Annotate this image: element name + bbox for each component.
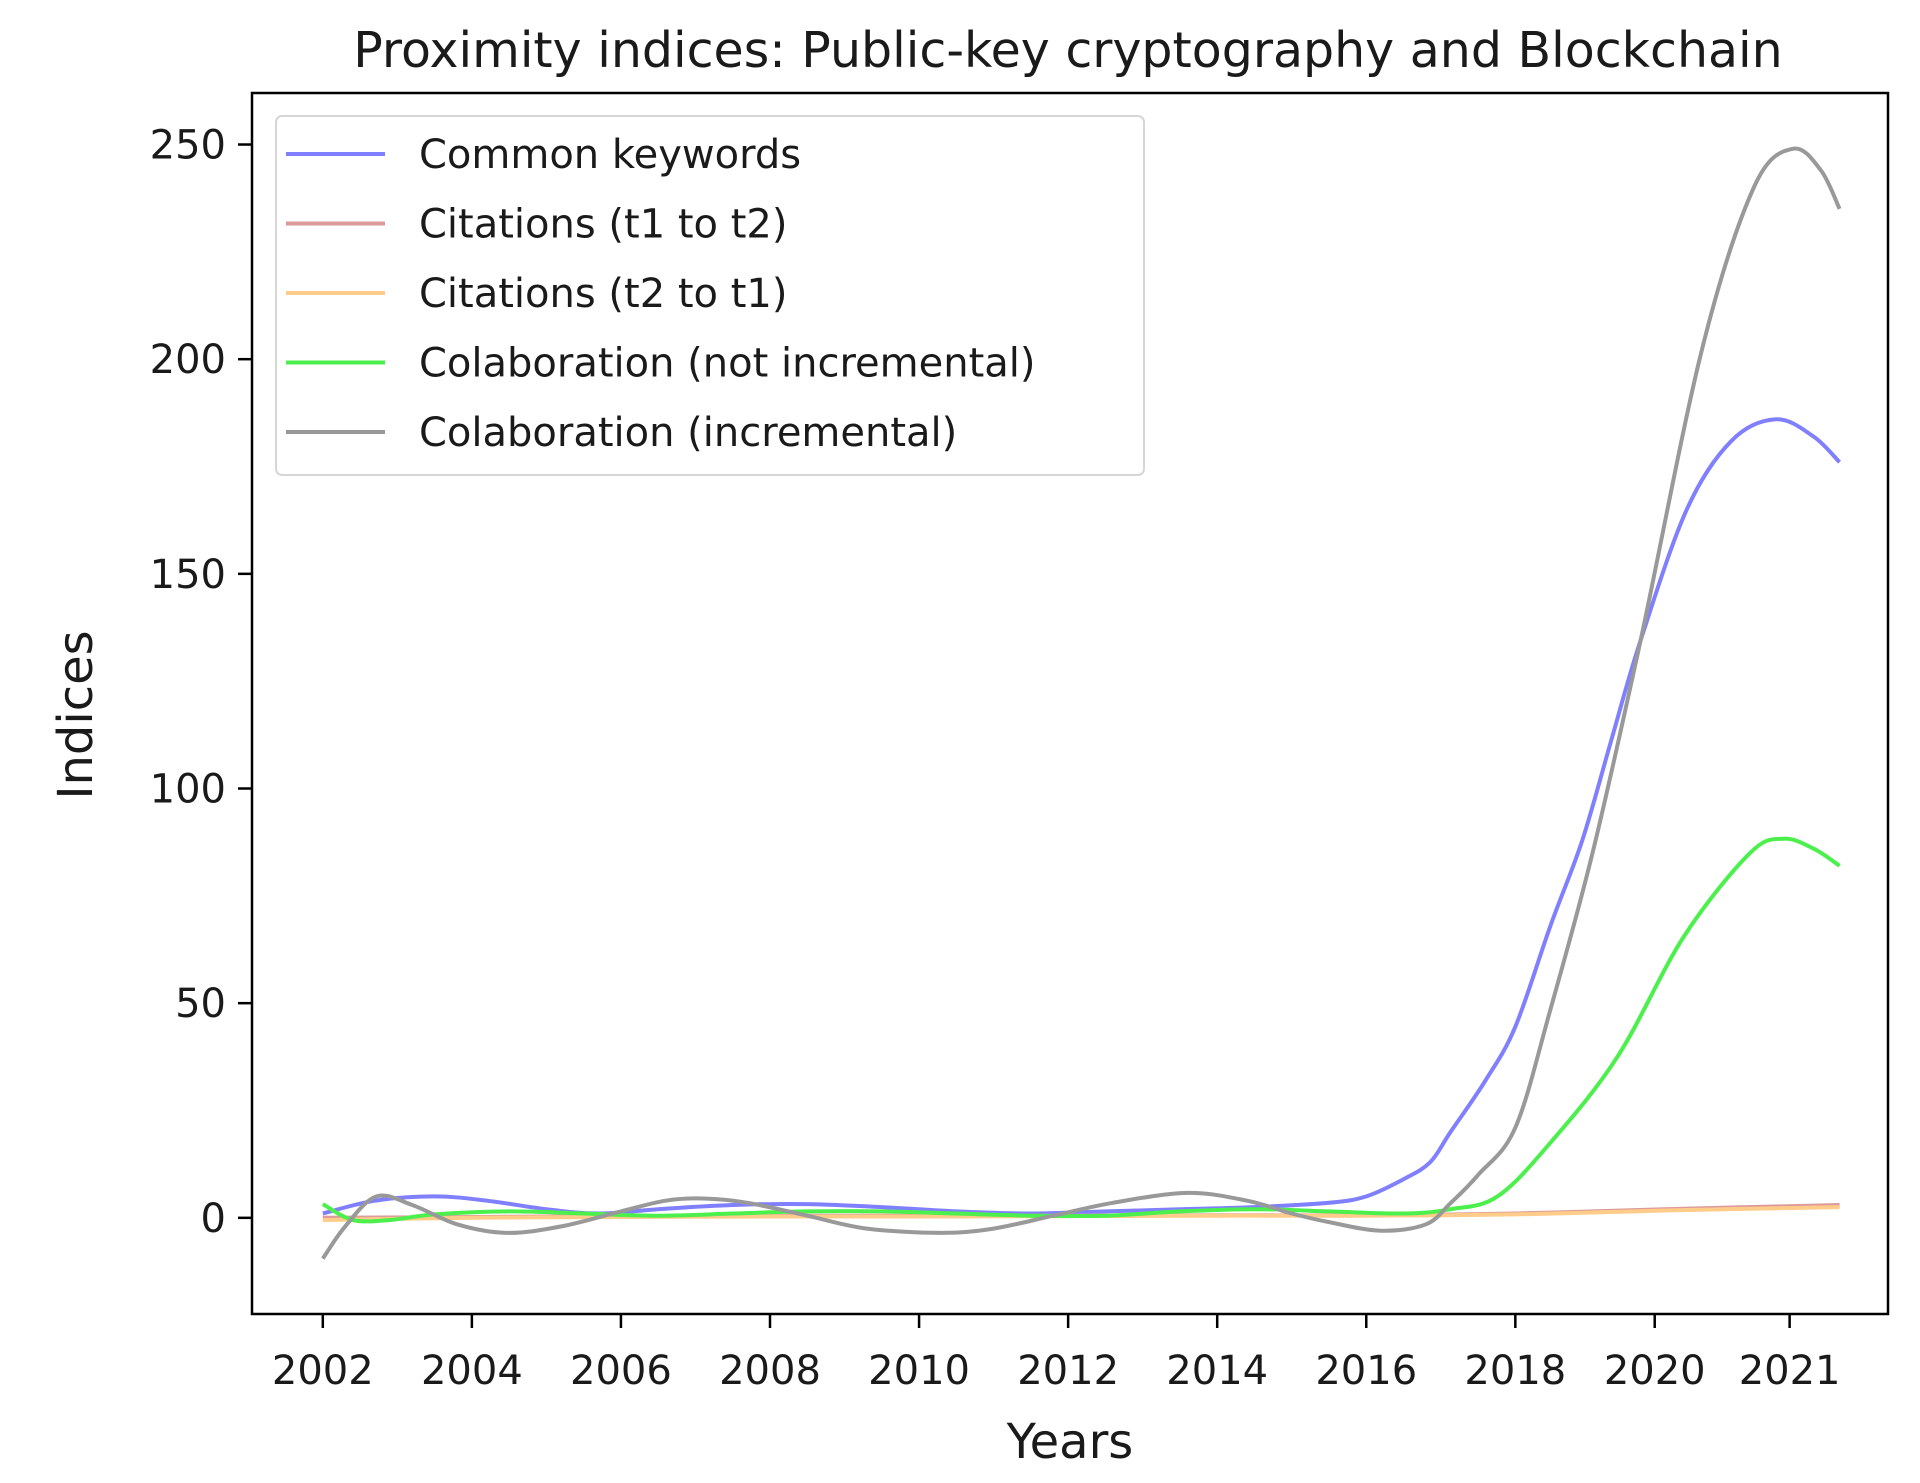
- y-tick-label: 200: [150, 337, 226, 383]
- legend-label: Colaboration (incremental): [419, 410, 957, 456]
- series-line-colaboration-incremental: [321, 146, 1842, 1260]
- series-line-colaboration-not-incremental: [321, 836, 1841, 1224]
- legend: Common keywords Citations (t1 to t2) Citat…: [275, 115, 1145, 476]
- legend-label: Colaboration (not incremental): [419, 341, 1035, 387]
- y-tick-label: 150: [150, 552, 226, 598]
- x-tick-label: 2010: [868, 1348, 970, 1394]
- x-tick-label: 2006: [570, 1348, 672, 1394]
- legend-label: Citations (t1 to t2): [419, 202, 787, 248]
- x-axis-label: Years: [1006, 1414, 1134, 1470]
- x-tick-label: 2004: [421, 1348, 523, 1394]
- x-tick-label: 2016: [1315, 1348, 1417, 1394]
- x-axis: 2002 2004 2006 2008 2010 2012 2014 2016 2018 2020…: [272, 1314, 1841, 1394]
- plot-area: [250, 91, 1890, 1316]
- x-tick-label: 2018: [1464, 1348, 1566, 1394]
- x-tick-label: 2020: [1604, 1348, 1706, 1394]
- legend-item-common-keywords: Common keywords: [286, 132, 801, 178]
- legend-label: Citations (t2 to t1): [419, 271, 787, 317]
- series-layer: [321, 146, 1842, 1260]
- axes-frame: [250, 91, 1890, 1316]
- legend-item-citations-t2-to-t1: Citations (t2 to t1): [286, 271, 787, 317]
- x-tick-label: 2008: [719, 1348, 821, 1394]
- legend-label: Common keywords: [419, 132, 801, 178]
- legend-box: [275, 115, 1145, 476]
- x-tick-label: 2012: [1017, 1348, 1119, 1394]
- legend-item-colaboration-incremental: Colaboration (incremental): [286, 410, 957, 456]
- chart-title: Proximity indices: Public-key cryptograp…: [353, 22, 1782, 79]
- y-tick-label: 50: [175, 981, 226, 1027]
- y-tick-label: 100: [150, 767, 226, 813]
- x-tick-label: 2014: [1166, 1348, 1268, 1394]
- y-axis: 0 50 100 150 200 250: [150, 123, 252, 1242]
- legend-item-citations-t1-to-t2: Citations (t1 to t2): [286, 202, 787, 248]
- x-tick-label: 2002: [272, 1348, 374, 1394]
- y-tick-label: 0: [201, 1196, 226, 1242]
- y-axis-label: Indices: [48, 630, 104, 799]
- x-tick-label: 2021: [1739, 1348, 1841, 1394]
- legend-item-colaboration-not-incremental: Colaboration (not incremental): [286, 341, 1035, 387]
- y-tick-label: 250: [150, 123, 226, 169]
